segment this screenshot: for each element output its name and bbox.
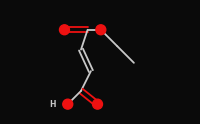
Circle shape xyxy=(93,99,102,109)
Circle shape xyxy=(59,25,69,35)
Circle shape xyxy=(96,25,106,35)
Text: H: H xyxy=(49,100,55,109)
Circle shape xyxy=(63,99,73,109)
